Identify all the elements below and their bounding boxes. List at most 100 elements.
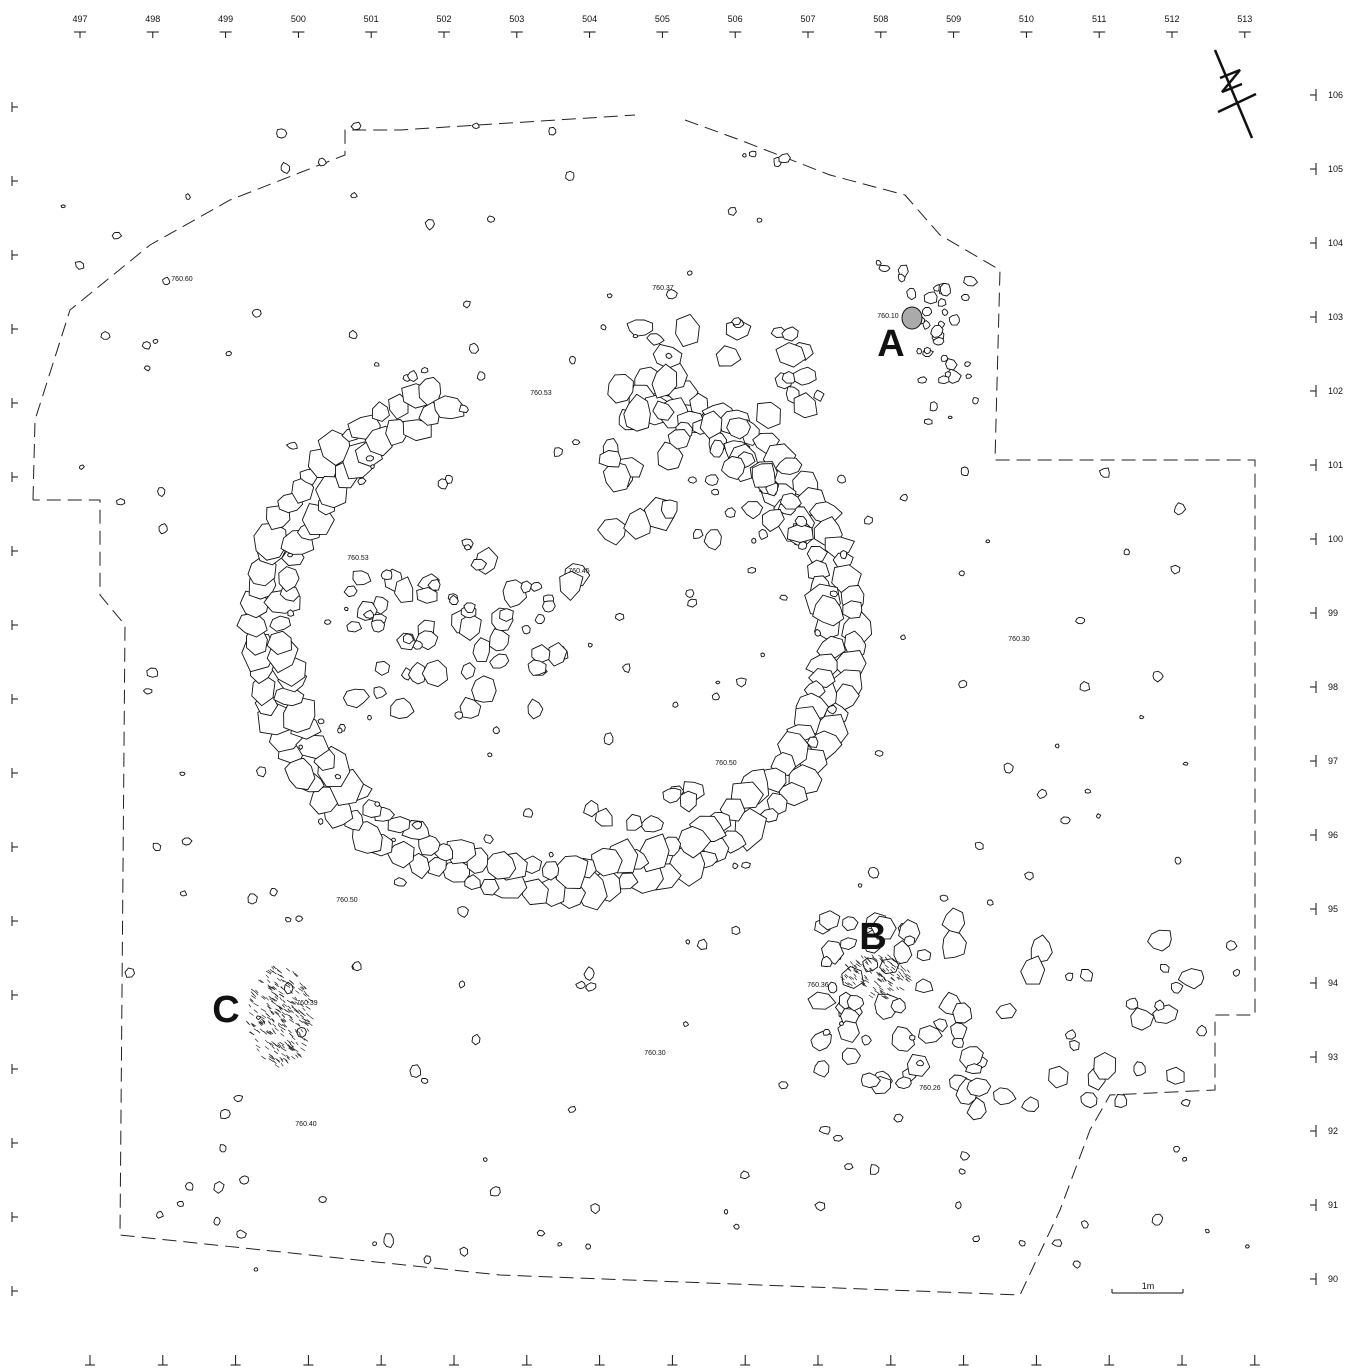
stone [955, 1201, 962, 1210]
hatch [896, 986, 899, 991]
hatch [884, 995, 889, 999]
stone [675, 313, 700, 348]
stone [923, 347, 931, 355]
stone [323, 619, 332, 625]
stone [269, 887, 278, 897]
hatch [279, 994, 285, 998]
stone [1204, 1228, 1210, 1234]
stone [819, 910, 841, 931]
hatch [280, 978, 285, 983]
hatch [303, 985, 307, 990]
stone [808, 501, 843, 524]
stone [286, 552, 293, 558]
hatch [869, 968, 873, 972]
hatch [283, 1057, 288, 1062]
stone [350, 192, 358, 199]
hatch [854, 964, 858, 969]
hatch [259, 1028, 264, 1032]
stone [541, 600, 556, 613]
stone [820, 955, 833, 967]
stone [1020, 955, 1046, 985]
hatch [885, 968, 890, 972]
stone [370, 464, 375, 469]
stone [317, 157, 327, 167]
stone [548, 851, 554, 858]
stone [334, 773, 341, 780]
hatch [884, 964, 889, 969]
stone [225, 350, 233, 357]
stone [679, 790, 697, 813]
hatch [878, 974, 884, 978]
stone [530, 581, 543, 592]
hatch [896, 960, 902, 965]
stone [409, 1064, 422, 1078]
hatch [305, 993, 310, 997]
hatch [884, 956, 888, 961]
hatch [299, 1003, 304, 1008]
stone [687, 598, 698, 608]
stone [607, 373, 634, 404]
stone [337, 727, 343, 734]
stone [502, 579, 527, 608]
stone [111, 231, 123, 240]
stone [837, 474, 846, 484]
hatch [897, 977, 904, 981]
stone [891, 1025, 915, 1052]
stone [960, 293, 970, 302]
hatch [290, 1040, 295, 1045]
stone [909, 1034, 916, 1041]
stone [567, 1105, 577, 1113]
stone [464, 874, 481, 890]
stone [741, 153, 747, 158]
hatch [262, 1019, 266, 1024]
stone [958, 570, 965, 577]
grid-x-label: 502 [436, 14, 451, 24]
stone [251, 308, 262, 318]
stone [798, 541, 808, 550]
stone [740, 501, 764, 520]
hatch [270, 1042, 274, 1047]
stone [179, 771, 186, 776]
stone [485, 851, 517, 880]
hatch [294, 1029, 299, 1033]
hatch [275, 1008, 281, 1013]
hatch [267, 969, 272, 974]
hatch [281, 1020, 285, 1024]
stone [553, 447, 563, 457]
hatch [251, 995, 256, 999]
hatch [853, 968, 859, 973]
stone [141, 341, 151, 350]
hatch [294, 973, 299, 977]
stone [1079, 680, 1091, 692]
stone [921, 306, 933, 317]
hatch [890, 962, 894, 967]
stone [463, 602, 476, 613]
stone [1064, 1029, 1076, 1040]
hatch [298, 1009, 302, 1013]
hatch [280, 1018, 284, 1023]
stone [779, 492, 802, 510]
grid-y-label: 97 [1328, 756, 1338, 766]
stone [371, 401, 390, 422]
stone [715, 680, 721, 685]
stone [1018, 1240, 1026, 1247]
hatch [269, 968, 274, 973]
hatch [276, 1044, 283, 1048]
hatch [295, 1054, 299, 1059]
hatch [849, 976, 855, 980]
hatch [864, 979, 870, 984]
hatch [887, 987, 891, 992]
hatch [879, 989, 883, 993]
stone [806, 545, 828, 563]
stone [726, 417, 752, 440]
stone [660, 499, 678, 519]
hatch [271, 991, 277, 995]
stone [917, 376, 928, 384]
stone [458, 980, 466, 989]
hatch [883, 995, 888, 1000]
hatch [904, 975, 910, 979]
stone [285, 441, 298, 450]
stone [781, 326, 799, 342]
stone [253, 522, 288, 561]
hatch [288, 1014, 293, 1019]
